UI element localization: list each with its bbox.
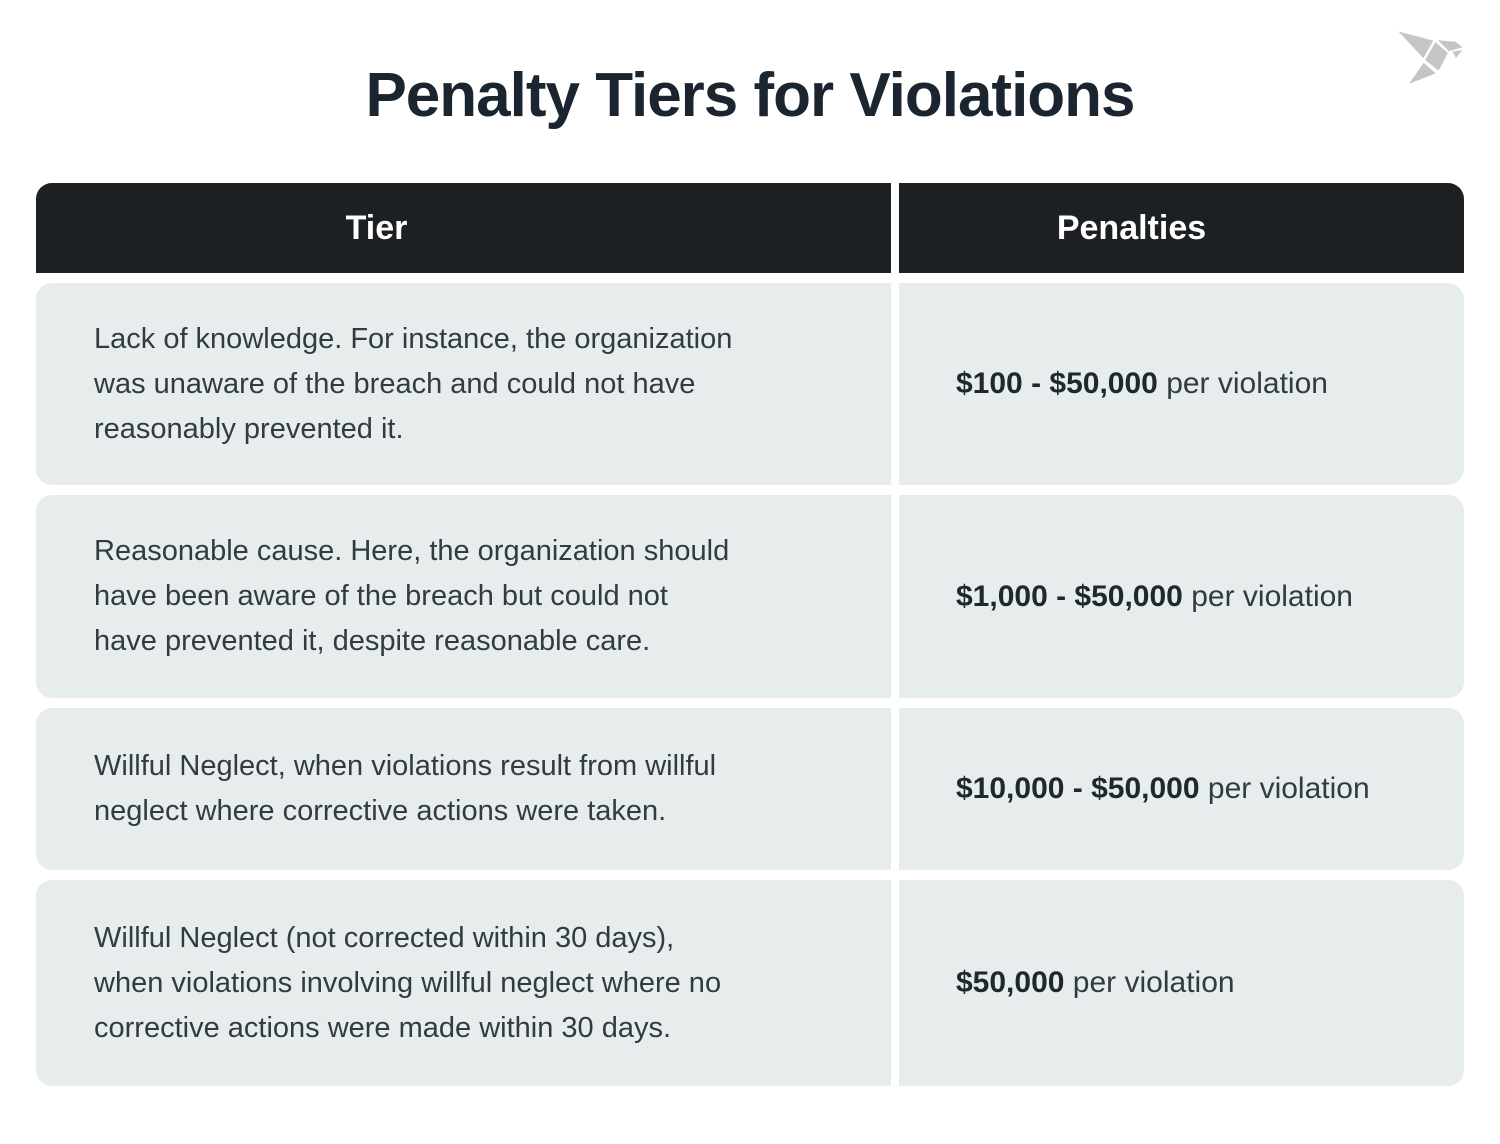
penalty-unit: per violation	[1166, 367, 1328, 400]
penalty-amount: $1,000 - $50,000	[956, 579, 1183, 613]
penalty-cell-row-4: $50,000 per violation	[899, 880, 1464, 1086]
penalty-cell-row-2: $1,000 - $50,000 per violation	[899, 495, 1464, 698]
penalty-table: Tier Penalties Lack of knowledge. For in…	[36, 183, 1464, 1086]
column-header-penalties: Penalties	[899, 183, 1464, 273]
penalty-amount: $100 - $50,000	[956, 367, 1158, 400]
bird-body-shape	[1423, 40, 1450, 73]
penalty-cell-row-3: $10,000 - $50,000 per violation	[899, 708, 1464, 870]
bird-wing-shape	[1394, 29, 1436, 61]
penalty-unit: per violation	[1072, 966, 1235, 999]
tier-cell-row-4: Willful Neglect (not corrected within 30…	[36, 880, 891, 1086]
bird-head-shape	[1434, 38, 1466, 53]
penalty-amount: $50,000	[956, 966, 1065, 999]
penalty-unit: per violation	[1191, 579, 1353, 613]
bird-beak-shape	[1450, 48, 1466, 61]
penalty-amount: $10,000 - $50,000	[956, 772, 1200, 805]
penalty-unit: per violation	[1207, 772, 1370, 805]
bird-tail-shape	[1405, 60, 1439, 87]
tier-cell-row-3: Willful Neglect, when violations result …	[36, 708, 891, 870]
page-title: Penalty Tiers for Violations	[365, 61, 1135, 130]
tier-cell-row-2: Reasonable cause. Here, the organization…	[36, 495, 891, 698]
column-header-tier: Tier	[36, 183, 891, 273]
origami-bird-icon	[1394, 29, 1466, 87]
penalty-cell-row-1: $100 - $50,000 per violation	[899, 283, 1464, 485]
tier-cell-row-1: Lack of knowledge. For instance, the org…	[36, 283, 891, 485]
